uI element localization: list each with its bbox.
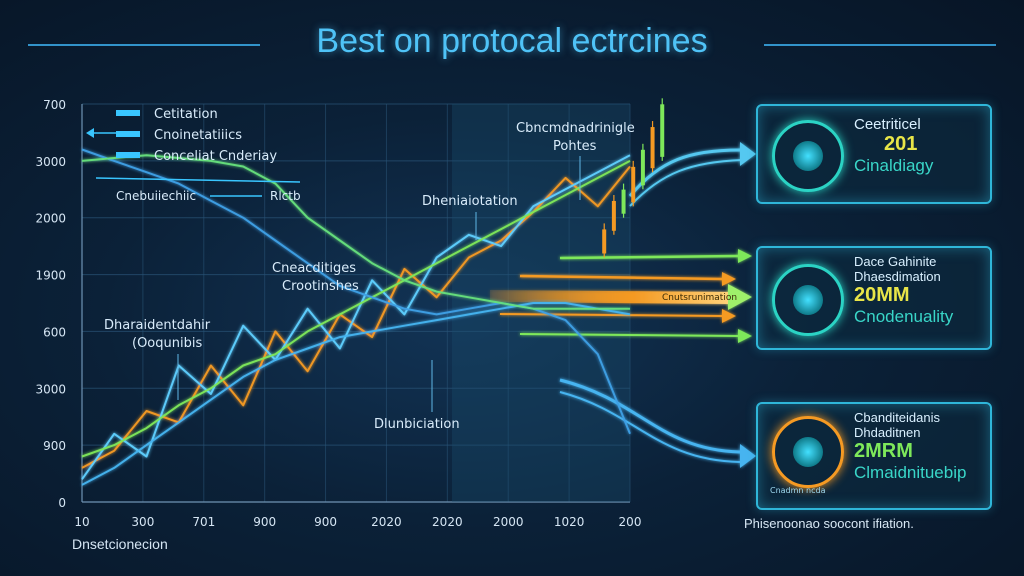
kpi-3-caption: Clmaidnituebip — [854, 463, 967, 482]
title-rule-left — [28, 44, 260, 46]
footnote: Phisenoonao soocont ifiation. — [744, 516, 914, 531]
y-tick-label: 1900 — [35, 269, 66, 283]
flow-arrow-bottom-2 — [559, 391, 741, 463]
annotation-3: Dheniaiotation — [422, 194, 518, 209]
kpi-1-value: 201 — [884, 133, 918, 155]
y-tick-label: 700 — [43, 98, 66, 112]
kpi-2-label-b: Dhaesdimation — [854, 269, 941, 284]
page-title: Best on protocal ectrcines — [316, 22, 708, 60]
annotation-2-sub: Rlctb — [270, 189, 301, 203]
annotation-2-leftline — [95, 177, 301, 183]
series-line-2 — [81, 154, 631, 480]
legend-swatch-2 — [116, 131, 140, 137]
legend-label-2: Cnoinetatiiics — [154, 128, 242, 143]
annotations: Cbncmdnadrinigle Pohtes Cnebuiiechiic Rl… — [95, 121, 635, 432]
y-tick-label: 600 — [43, 325, 66, 339]
flow-arrow-bottom — [559, 378, 741, 454]
kpi-panel-1[interactable]: Ceetriticel 201 Cinaldiagy — [756, 104, 992, 204]
annotation-4-sub: Crootinshes — [282, 279, 359, 294]
x-tick-label: 200 — [619, 515, 642, 529]
flow-arrow-mid-2 — [519, 274, 723, 281]
arrowhead-mid-3 — [722, 309, 736, 323]
kpi-1-label: Ceetriticel — [854, 116, 921, 133]
kpi-2-label: Dace Gahinite — [854, 254, 937, 269]
x-tick-label: 300 — [131, 515, 154, 529]
chart-series — [81, 148, 631, 486]
candle-body — [621, 189, 626, 214]
x-tick-label: 900 — [253, 515, 276, 529]
annotation-4: Cneacditiges — [272, 261, 356, 276]
y-tick-label: 2000 — [35, 212, 66, 226]
candle-body — [650, 127, 655, 169]
arrow-band-label: Cnutsrunimation — [662, 293, 737, 303]
x-tick-label: 2020 — [371, 515, 402, 529]
flow-arrow-top-2 — [629, 159, 743, 207]
annotation-2: Cnebuiiechiic — [116, 189, 196, 203]
annotation-5: Dharaidentdahir — [104, 318, 211, 333]
flow-arrow-mid-band — [490, 290, 730, 304]
y-tick-label: 900 — [43, 439, 66, 453]
legend: Cetitation Cnoinetatiiics Conceliat Cnde… — [86, 107, 277, 164]
arrowhead-bottom — [740, 444, 756, 468]
candle-body — [611, 200, 616, 231]
candle-body — [640, 149, 645, 186]
x-tick-label: 900 — [314, 515, 337, 529]
compass-icon — [772, 120, 844, 192]
legend-label-3: Conceliat Cnderiay — [154, 149, 277, 164]
x-tick-label: 701 — [192, 515, 215, 529]
flow-arrow-top — [628, 148, 741, 197]
kpi-panel-3[interactable]: Cnadmn ncda Cbanditeidanis Dhdaditnen 2M… — [756, 402, 992, 510]
chart-grid — [81, 103, 631, 503]
series-line-6 — [81, 154, 630, 310]
kpi-3-label: Cbanditeidanis — [854, 410, 941, 425]
candle-body — [631, 166, 636, 203]
series-line-1 — [81, 165, 631, 469]
x-axis-ticks: 10 300 701 900 900 2020 2020 2000 1020 200 — [74, 515, 641, 529]
annotation-6: Dlunbiciation — [374, 417, 460, 432]
flow-arrows — [490, 142, 756, 468]
annotation-1: Cbncmdnadrinigle — [516, 121, 635, 136]
x-tick-label: 1020 — [554, 515, 585, 529]
globe-icon — [772, 264, 844, 336]
flow-arrow-mid-3 — [499, 313, 723, 317]
y-axis-ticks: 0 900 3000 600 1900 2000 3000 700 — [35, 98, 66, 510]
arrowhead-top — [740, 142, 756, 166]
x-tick-label: 2000 — [493, 515, 524, 529]
legend-label-1: Cetitation — [154, 107, 218, 122]
kpi-1-caption: Cinaldiagy — [854, 156, 934, 175]
arrowhead-mid-band — [728, 284, 752, 310]
legend-swatch-3 — [116, 152, 140, 158]
annotation-1-sub: Pohtes — [553, 139, 597, 154]
series-line-5 — [81, 302, 631, 486]
arrowhead-mid-2 — [722, 272, 736, 286]
series-line-4 — [81, 148, 631, 435]
kpi-2-caption: Cnodenuality — [854, 307, 954, 326]
legend-pointer-head — [86, 128, 94, 138]
kpi-3-badge: Cnadmn ncda — [770, 486, 826, 495]
chart-candles — [602, 98, 665, 258]
kpi-3-label-b: Dhdaditnen — [854, 425, 921, 440]
annotation-5-sub: (Ooqunibis — [132, 336, 202, 351]
x-tick-label: 10 — [74, 515, 89, 529]
kpi-panel-2[interactable]: Dace Gahinite Dhaesdimation 20MM Cnodenu… — [756, 246, 992, 350]
kpi-3-value: 2MRM — [854, 440, 913, 462]
flow-arrow-mid-4 — [519, 333, 739, 337]
series-line-3 — [81, 160, 631, 458]
y-tick-label: 3000 — [35, 155, 66, 169]
x-tick-label: 2020 — [432, 515, 463, 529]
candle-body — [660, 104, 665, 157]
arrowhead-mid-4 — [738, 329, 752, 343]
flow-arrow-mid-1 — [559, 254, 739, 260]
candle-body — [602, 229, 607, 254]
y-tick-label: 0 — [58, 496, 66, 510]
legend-swatch-1 — [116, 110, 140, 116]
y-tick-label: 3000 — [35, 382, 66, 396]
x-axis-title: Dnsetcionecion — [72, 536, 168, 552]
shield-icon — [772, 416, 844, 488]
arrowhead-mid-1 — [738, 249, 752, 263]
kpi-2-value: 20MM — [854, 284, 910, 306]
title-rule-right — [764, 44, 996, 46]
